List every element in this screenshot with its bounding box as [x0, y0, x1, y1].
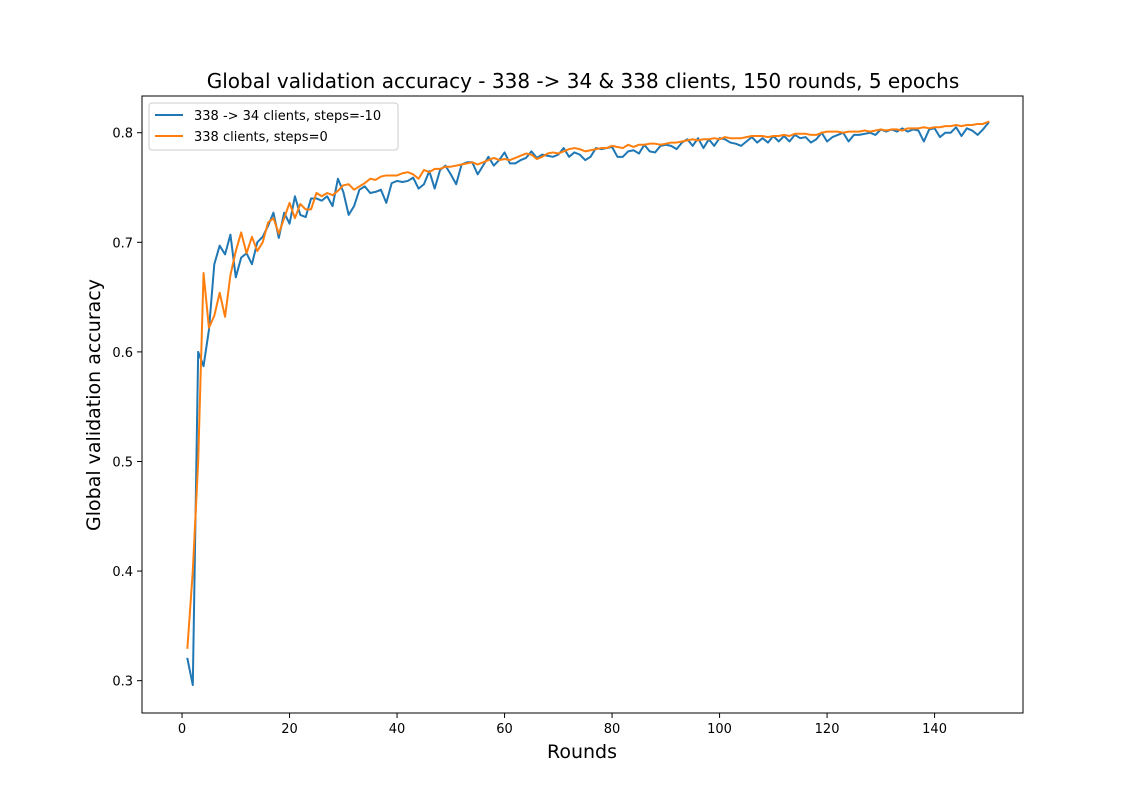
- x-axis-ticks: 0 20 40 60 80 100 120 140: [178, 713, 947, 737]
- plot-series-group: [186, 120, 990, 687]
- y-axis-ticks: 0.3 0.4 0.5 0.6 0.7 0.8: [112, 127, 142, 690]
- legend-label-series-2: 338 clients, steps=0: [194, 130, 328, 145]
- y-tick-label: 0.5: [112, 455, 133, 470]
- legend-label-series-1: 338 -> 34 clients, steps=-10: [194, 109, 381, 124]
- x-tick-label: 20: [281, 722, 298, 737]
- x-tick-label: 0: [178, 722, 186, 737]
- plot-frame: [141, 95, 1024, 714]
- legend: 338 -> 34 clients, steps=-10 338 clients…: [148, 102, 399, 151]
- y-tick-label: 0.7: [112, 236, 133, 251]
- series-line-2: [186, 120, 990, 649]
- x-tick-label: 140: [922, 722, 947, 737]
- y-tick-label: 0.4: [112, 565, 133, 580]
- x-tick-label: 80: [604, 722, 621, 737]
- x-tick-label: 120: [815, 722, 840, 737]
- y-tick-label: 0.3: [112, 675, 133, 690]
- x-axis-label: Rounds: [547, 741, 617, 763]
- series-line-1: [186, 121, 990, 687]
- chart-title: Global validation accuracy - 338 -> 34 &…: [207, 69, 960, 93]
- legend-box: [148, 102, 399, 151]
- x-tick-label: 40: [389, 722, 406, 737]
- x-tick-label: 100: [707, 722, 732, 737]
- y-tick-label: 0.8: [112, 127, 133, 142]
- y-tick-label: 0.6: [112, 346, 133, 361]
- x-tick-label: 60: [496, 722, 513, 737]
- y-axis-label: Global validation accuracy: [83, 279, 105, 531]
